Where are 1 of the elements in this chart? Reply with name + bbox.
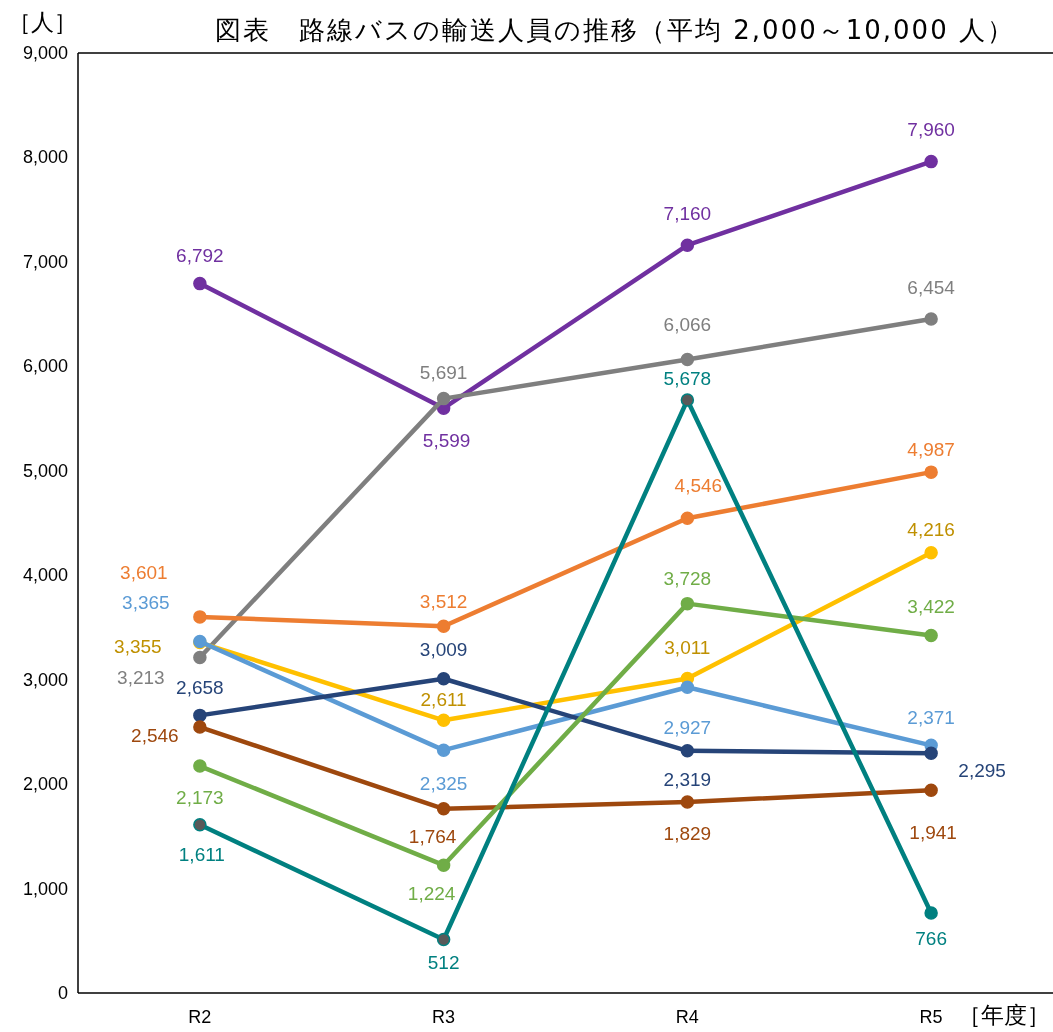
title: 図表 路線バスの輸送人員の推移（平均 2,000～10,000 人） (215, 15, 1015, 45)
